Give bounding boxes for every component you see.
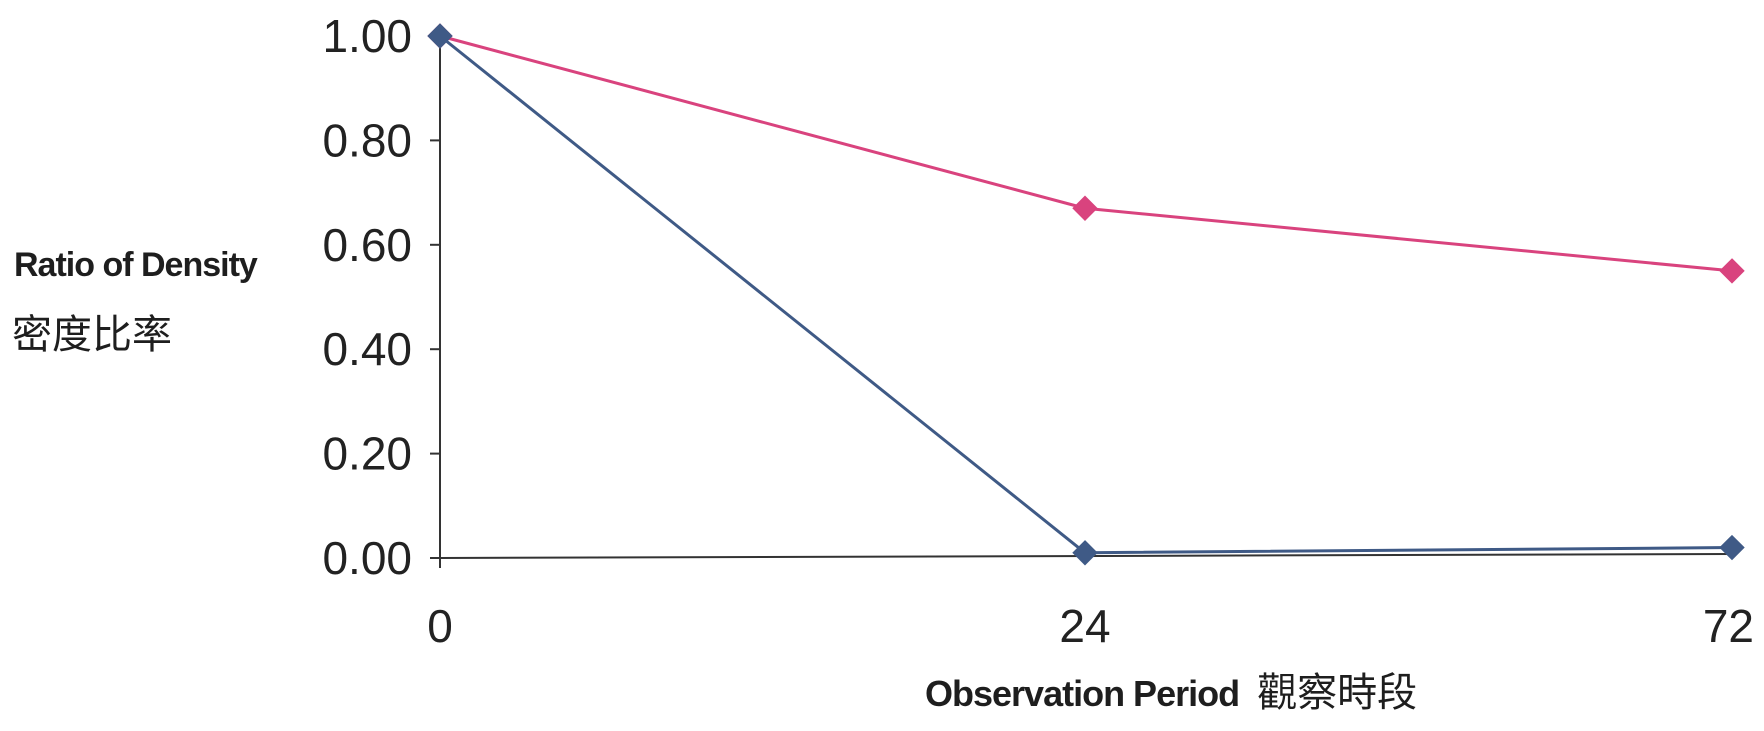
series-1 [427, 23, 1745, 284]
x-axis-title-chinese: 觀察時段 [1257, 670, 1418, 716]
data-point-marker [427, 23, 453, 49]
x-axis-title-english: Observation Period [925, 673, 1240, 714]
y-axis: 0.00 0.20 0.40 0.60 0.80 1.00 [322, 10, 441, 584]
x-tick-label: 72 [1703, 600, 1754, 652]
y-tick-label: 0.80 [322, 114, 412, 166]
data-point-marker [1719, 534, 1745, 561]
y-axis-title: Ratio of Density [14, 246, 258, 284]
y-tick-label: 1.00 [322, 10, 412, 62]
x-axis: 0 24 72 [427, 553, 1754, 652]
y-tick-label: 0.40 [322, 323, 412, 375]
y-tick-label: 0.60 [322, 219, 412, 271]
data-point-marker [1072, 540, 1098, 566]
x-tick-label: 0 [427, 600, 453, 652]
y-tick-label: 0.00 [322, 532, 412, 584]
series-line [439, 34, 1733, 555]
series-line [439, 34, 1733, 273]
y-tick-label: 0.20 [322, 428, 412, 480]
series-layer [427, 23, 1745, 566]
series-2 [427, 23, 1745, 566]
x-tick-label: 24 [1059, 600, 1110, 652]
y-axis-title-chinese: 密度比率 [12, 312, 172, 358]
x-axis-title: Observation Period 觀察時段 [925, 660, 1417, 718]
data-point-marker [1719, 258, 1745, 284]
data-point-marker [1072, 195, 1098, 221]
